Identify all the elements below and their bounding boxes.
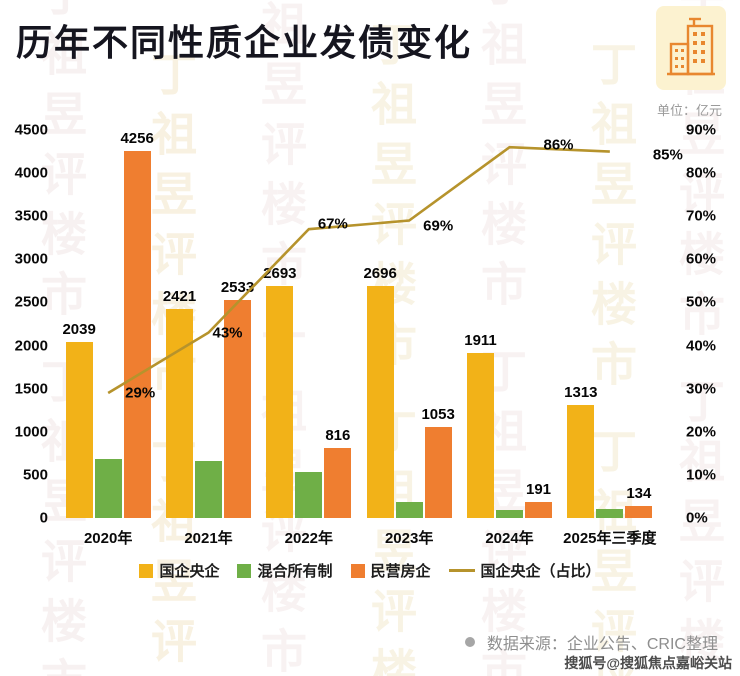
bar-0 — [366, 285, 394, 518]
bar-value-label: 191 — [525, 480, 552, 498]
bar-2 — [224, 299, 251, 518]
bar-2 — [525, 501, 552, 518]
legend-item: 国企央企（占比） — [448, 560, 601, 581]
bar-value-label: 816 — [325, 426, 351, 444]
right-axis-tick: 30% — [686, 380, 717, 398]
bar-1 — [395, 501, 423, 518]
line-point-label: 43% — [212, 324, 243, 342]
bar-0 — [567, 404, 595, 518]
line-point-label: 86% — [543, 136, 574, 154]
page-title: 历年不同性质企业发债变化 — [16, 22, 473, 63]
bar-1 — [94, 459, 122, 518]
y-axis-tick: 2000 — [14, 337, 48, 355]
right-axis-tick: 50% — [686, 293, 717, 311]
x-axis-label: 2022年 — [284, 530, 334, 547]
x-axis-label: 2024年 — [485, 530, 534, 547]
x-axis-label: 2020年 — [83, 530, 133, 547]
source-bullet-icon — [464, 637, 475, 647]
bar-value-label: 2533 — [220, 278, 255, 296]
y-axis-tick: 0 — [39, 509, 48, 527]
bar-2 — [324, 447, 352, 518]
right-axis-tick: 20% — [686, 423, 717, 441]
bar-0 — [65, 342, 93, 518]
source-text: 数据来源：企业公告、CRIC整理 — [486, 636, 718, 653]
line-point-label: 29% — [125, 384, 156, 402]
y-axis-tick: 4000 — [14, 164, 48, 182]
city-building-icon — [656, 6, 726, 90]
bar-2 — [424, 427, 452, 518]
legend-swatch — [139, 563, 154, 578]
bar-value-label: 4256 — [120, 130, 154, 148]
right-axis-tick: 0% — [686, 509, 708, 527]
y-axis-tick: 3000 — [14, 250, 48, 268]
chart-legend: 国企央企 混合所有制 民营房企 国企央企（占比） — [0, 560, 740, 581]
line-point-label: 69% — [423, 217, 454, 235]
legend-label: 混合所有制 — [257, 563, 333, 580]
bar-1 — [596, 508, 624, 518]
right-axis-tick: 10% — [686, 466, 717, 484]
publisher-credit: 搜狐号@搜狐焦点嘉峪关站 — [564, 655, 732, 671]
x-axis-label: 2025年三季度 — [563, 530, 657, 547]
right-axis-tick: 80% — [686, 164, 717, 182]
legend-swatch — [350, 563, 365, 578]
y-axis-tick: 500 — [22, 466, 48, 484]
legend-swatch — [448, 569, 475, 572]
bar-0 — [266, 285, 294, 518]
line-point-label: 85% — [652, 146, 683, 164]
right-axis-tick: 70% — [686, 207, 717, 225]
right-axis-tick: 60% — [686, 250, 717, 268]
y-axis-tick: 3500 — [14, 207, 48, 225]
legend-label: 国企央企 — [159, 563, 220, 580]
legend-label: 民营房企 — [370, 563, 431, 580]
bar-2 — [625, 506, 653, 518]
bar-value-label: 134 — [626, 485, 652, 503]
bar-value-label: 1313 — [564, 383, 598, 401]
unit-label: 单位：亿元 — [656, 103, 722, 118]
right-axis-tick: 90% — [686, 121, 717, 139]
ratio-line — [107, 145, 610, 395]
bar-1 — [295, 472, 323, 518]
legend-label: 国企央企（占比） — [480, 563, 601, 580]
bar-value-label: 1911 — [464, 332, 497, 350]
x-axis-label: 2023年 — [384, 530, 434, 547]
y-axis-tick: 1000 — [14, 423, 48, 441]
legend-swatch — [237, 563, 252, 578]
bar-1 — [195, 461, 222, 518]
bar-value-label: 1053 — [421, 406, 455, 424]
legend-item: 混合所有制 — [237, 560, 333, 581]
legend-item: 民营房企 — [350, 560, 431, 581]
bar-0 — [467, 353, 494, 518]
y-axis-tick: 1500 — [14, 380, 48, 398]
legend-item: 国企央企 — [139, 560, 219, 581]
x-axis-label: 2021年 — [184, 530, 233, 547]
y-axis-tick: 4500 — [14, 121, 48, 139]
bar-value-label: 2696 — [363, 264, 397, 282]
source-row: 数据来源：企业公告、CRIC整理 — [464, 630, 718, 654]
bar-2 — [123, 151, 151, 518]
bar-value-label: 2039 — [62, 321, 96, 339]
building-icon-svg — [667, 17, 715, 76]
bar-value-label: 2421 — [162, 288, 197, 306]
right-axis-tick: 40% — [686, 337, 717, 355]
bar-1 — [496, 510, 523, 518]
y-axis-tick: 2500 — [14, 293, 48, 311]
line-point-label: 67% — [317, 215, 348, 233]
